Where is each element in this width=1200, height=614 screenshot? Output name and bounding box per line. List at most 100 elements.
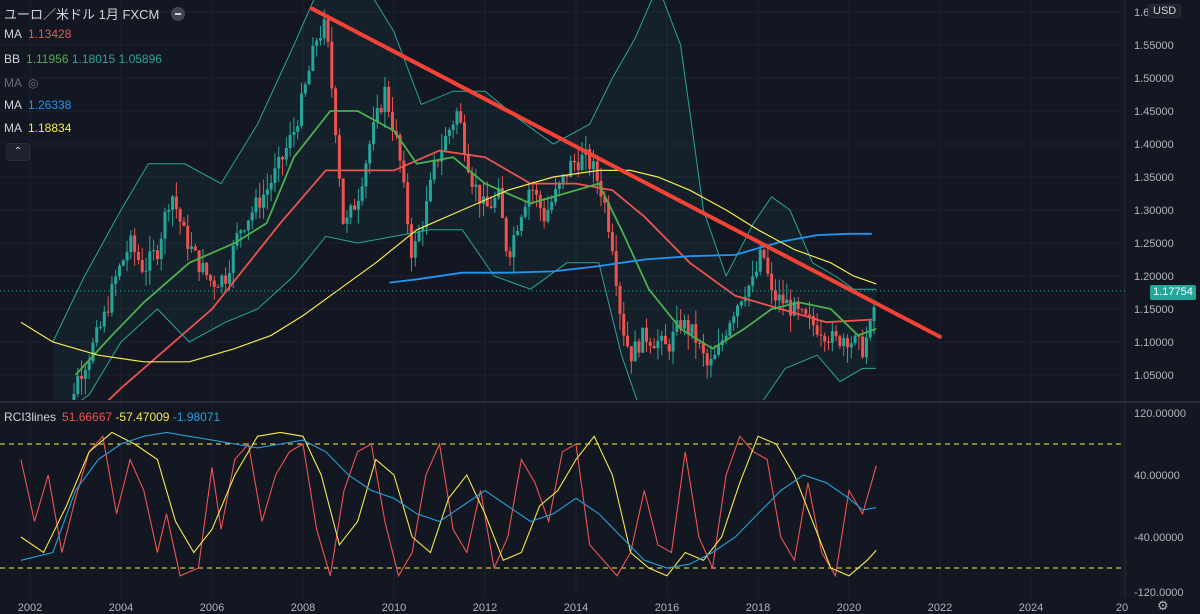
candle-body	[758, 249, 762, 272]
legend-label: MA	[4, 121, 22, 135]
series-line-bb-upper	[52, 0, 877, 343]
candle-body	[569, 160, 573, 177]
legend-row-ma[interactable]: MA 1.13428	[4, 27, 71, 41]
candle-body	[872, 307, 876, 322]
candle-body	[444, 135, 448, 151]
rci-y-tick-label: 40.00000	[1134, 470, 1180, 482]
rci-line	[20, 431, 877, 577]
candle-body	[629, 346, 633, 362]
candle-body	[205, 262, 209, 276]
candle-body	[246, 220, 250, 231]
y-tick-label: 1.30000	[1134, 205, 1174, 217]
rci-y-tick-label: -40.00000	[1134, 532, 1184, 544]
candle-body	[87, 361, 91, 371]
candle-body	[288, 135, 292, 149]
candle-body	[231, 245, 235, 273]
candle-body	[773, 290, 777, 301]
candle-body	[698, 342, 702, 344]
candle-body	[368, 144, 372, 164]
candle-body	[656, 340, 660, 349]
candle-body	[800, 309, 804, 311]
candle-body	[845, 337, 849, 348]
candle-body	[345, 217, 349, 224]
gear-icon[interactable]: ⚙	[1157, 598, 1169, 613]
y-tick-label: 1.05000	[1134, 370, 1174, 382]
candle-body	[527, 189, 531, 207]
x-tick-label: 2016	[655, 602, 679, 614]
candle-body	[307, 70, 311, 85]
bollinger-band-fill	[52, 0, 877, 400]
candle-body	[99, 326, 103, 328]
y-tick-label: 1.40000	[1134, 139, 1174, 151]
candle-body	[603, 196, 607, 203]
candle-body	[144, 270, 148, 272]
candle-body	[538, 194, 542, 209]
legend-row-ma[interactable]: MA 1.26338	[4, 98, 71, 112]
candle-body	[842, 337, 846, 347]
rci-y-tick-label: -120.0000	[1134, 587, 1184, 599]
candle-body	[827, 341, 831, 343]
candle-body	[159, 238, 163, 260]
candle-body	[641, 327, 645, 353]
candle-body	[281, 157, 285, 160]
candle-body	[781, 294, 785, 304]
y-tick-label: 1.20000	[1134, 271, 1174, 283]
candle-body	[254, 197, 258, 213]
candle-body	[273, 168, 277, 184]
candle-body	[838, 336, 842, 347]
collapse-legend-button[interactable]: ⌃	[6, 143, 30, 161]
candle-body	[690, 324, 694, 335]
x-tick-label: 2018	[746, 602, 770, 614]
legend-row-ma[interactable]: MA ◎	[4, 76, 38, 90]
minus-icon[interactable]	[170, 7, 185, 21]
currency-label[interactable]: USD	[1148, 4, 1182, 18]
candle-body	[572, 160, 576, 163]
eye-hidden-icon[interactable]: ◎	[28, 76, 39, 90]
candle-body	[546, 210, 550, 222]
candle-body	[224, 275, 228, 284]
candle-body	[72, 393, 76, 400]
legend-row-ma[interactable]: MA 1.18834	[4, 121, 71, 135]
series-line-ma	[389, 232, 872, 284]
candle-body	[754, 271, 758, 277]
chevron-up-icon: ⌃	[13, 146, 23, 157]
candle-body	[607, 202, 611, 232]
legend-row-rci[interactable]: RCI3lines 51.66667 -57.47009 -1.98071	[4, 410, 220, 424]
candle-body	[485, 196, 489, 207]
x-tick-label: 2004	[109, 602, 133, 614]
candle-body	[193, 246, 197, 251]
candle-body	[580, 154, 584, 171]
candle-body	[83, 370, 87, 379]
legend-row-bb[interactable]: BB 1.11956 1.18015 1.05896	[4, 52, 162, 66]
candle-body	[497, 187, 501, 198]
series-line-bb-lower	[81, 229, 877, 400]
candle-body	[455, 111, 459, 125]
candle-body	[728, 322, 732, 336]
candle-body	[235, 233, 239, 246]
candle-body	[535, 189, 539, 195]
candle-body	[136, 251, 140, 261]
candle-body	[353, 205, 357, 210]
candle-body	[364, 163, 368, 187]
candle-body	[633, 341, 637, 362]
candle-body	[823, 335, 827, 342]
candle-body	[277, 157, 281, 169]
candle-body	[258, 197, 262, 208]
candle-body	[125, 252, 129, 261]
candle-body	[770, 273, 774, 291]
candle-body	[868, 321, 872, 338]
y-tick-label: 1.55000	[1134, 40, 1174, 52]
legend-value: 1.18834	[28, 121, 72, 135]
candle-body	[174, 196, 178, 210]
candle-body	[519, 217, 523, 231]
trendline[interactable]	[310, 6, 942, 339]
candle-body	[186, 225, 190, 250]
candle-body	[626, 335, 630, 347]
symbol-title[interactable]: ユーロ／米ドル 1月 FXCM	[4, 4, 185, 23]
candle-body	[387, 86, 391, 113]
candle-body	[114, 276, 118, 284]
candle-body	[413, 241, 417, 258]
legend-value: -57.47009	[115, 410, 173, 424]
candle-body	[637, 341, 641, 353]
